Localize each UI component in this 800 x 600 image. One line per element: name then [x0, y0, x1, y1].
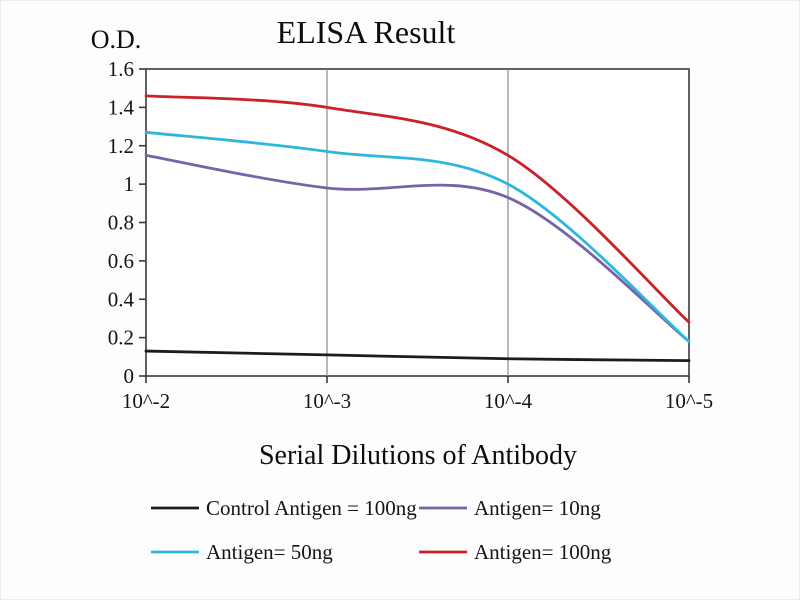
y-tick-label: 0.6: [108, 249, 134, 273]
legend-label: Antigen= 100ng: [474, 540, 612, 564]
y-tick-label: 1.2: [108, 134, 134, 158]
y-tick-label: 0.2: [108, 326, 134, 350]
x-tick-label: 10^-5: [665, 389, 713, 413]
series-line: [144, 349, 691, 363]
x-tick-label: 10^-2: [122, 389, 170, 413]
y-tick-label: 1: [124, 172, 135, 196]
x-tick-label: 10^-4: [484, 389, 533, 413]
legend-item: Antigen= 10ng: [419, 496, 601, 520]
legend-item: Antigen= 100ng: [419, 540, 612, 564]
chart-title: ELISA Result: [277, 14, 456, 50]
y-tick-label: 1.6: [108, 57, 134, 81]
y-tick-label: 0: [124, 364, 135, 388]
y-tick-label: 0.8: [108, 211, 134, 235]
legend: Control Antigen = 100ng Antigen= 10ng Anti…: [151, 496, 612, 564]
legend-item: Antigen= 50ng: [151, 540, 333, 564]
plot-area: 0 0.2 0.4 0.6 0.8 1 1.2 1.4 1.6 10^-2 10^-3 10^-4 10…: [108, 57, 713, 413]
series-line: [144, 153, 691, 343]
legend-label: Control Antigen = 100ng: [206, 496, 417, 520]
y-axis-label: O.D.: [91, 25, 142, 54]
legend-label: Antigen= 50ng: [206, 540, 333, 564]
series-line: [144, 130, 691, 343]
y-tick-label: 0.4: [108, 287, 135, 311]
legend-item: Control Antigen = 100ng: [151, 496, 417, 520]
legend-label: Antigen= 10ng: [474, 496, 601, 520]
plot-border: [145, 68, 690, 377]
x-axis-label: Serial Dilutions of Antibody: [259, 440, 577, 471]
x-tick-label: 10^-3: [303, 389, 351, 413]
y-tick-label: 1.4: [108, 95, 135, 119]
series-line: [144, 94, 691, 324]
